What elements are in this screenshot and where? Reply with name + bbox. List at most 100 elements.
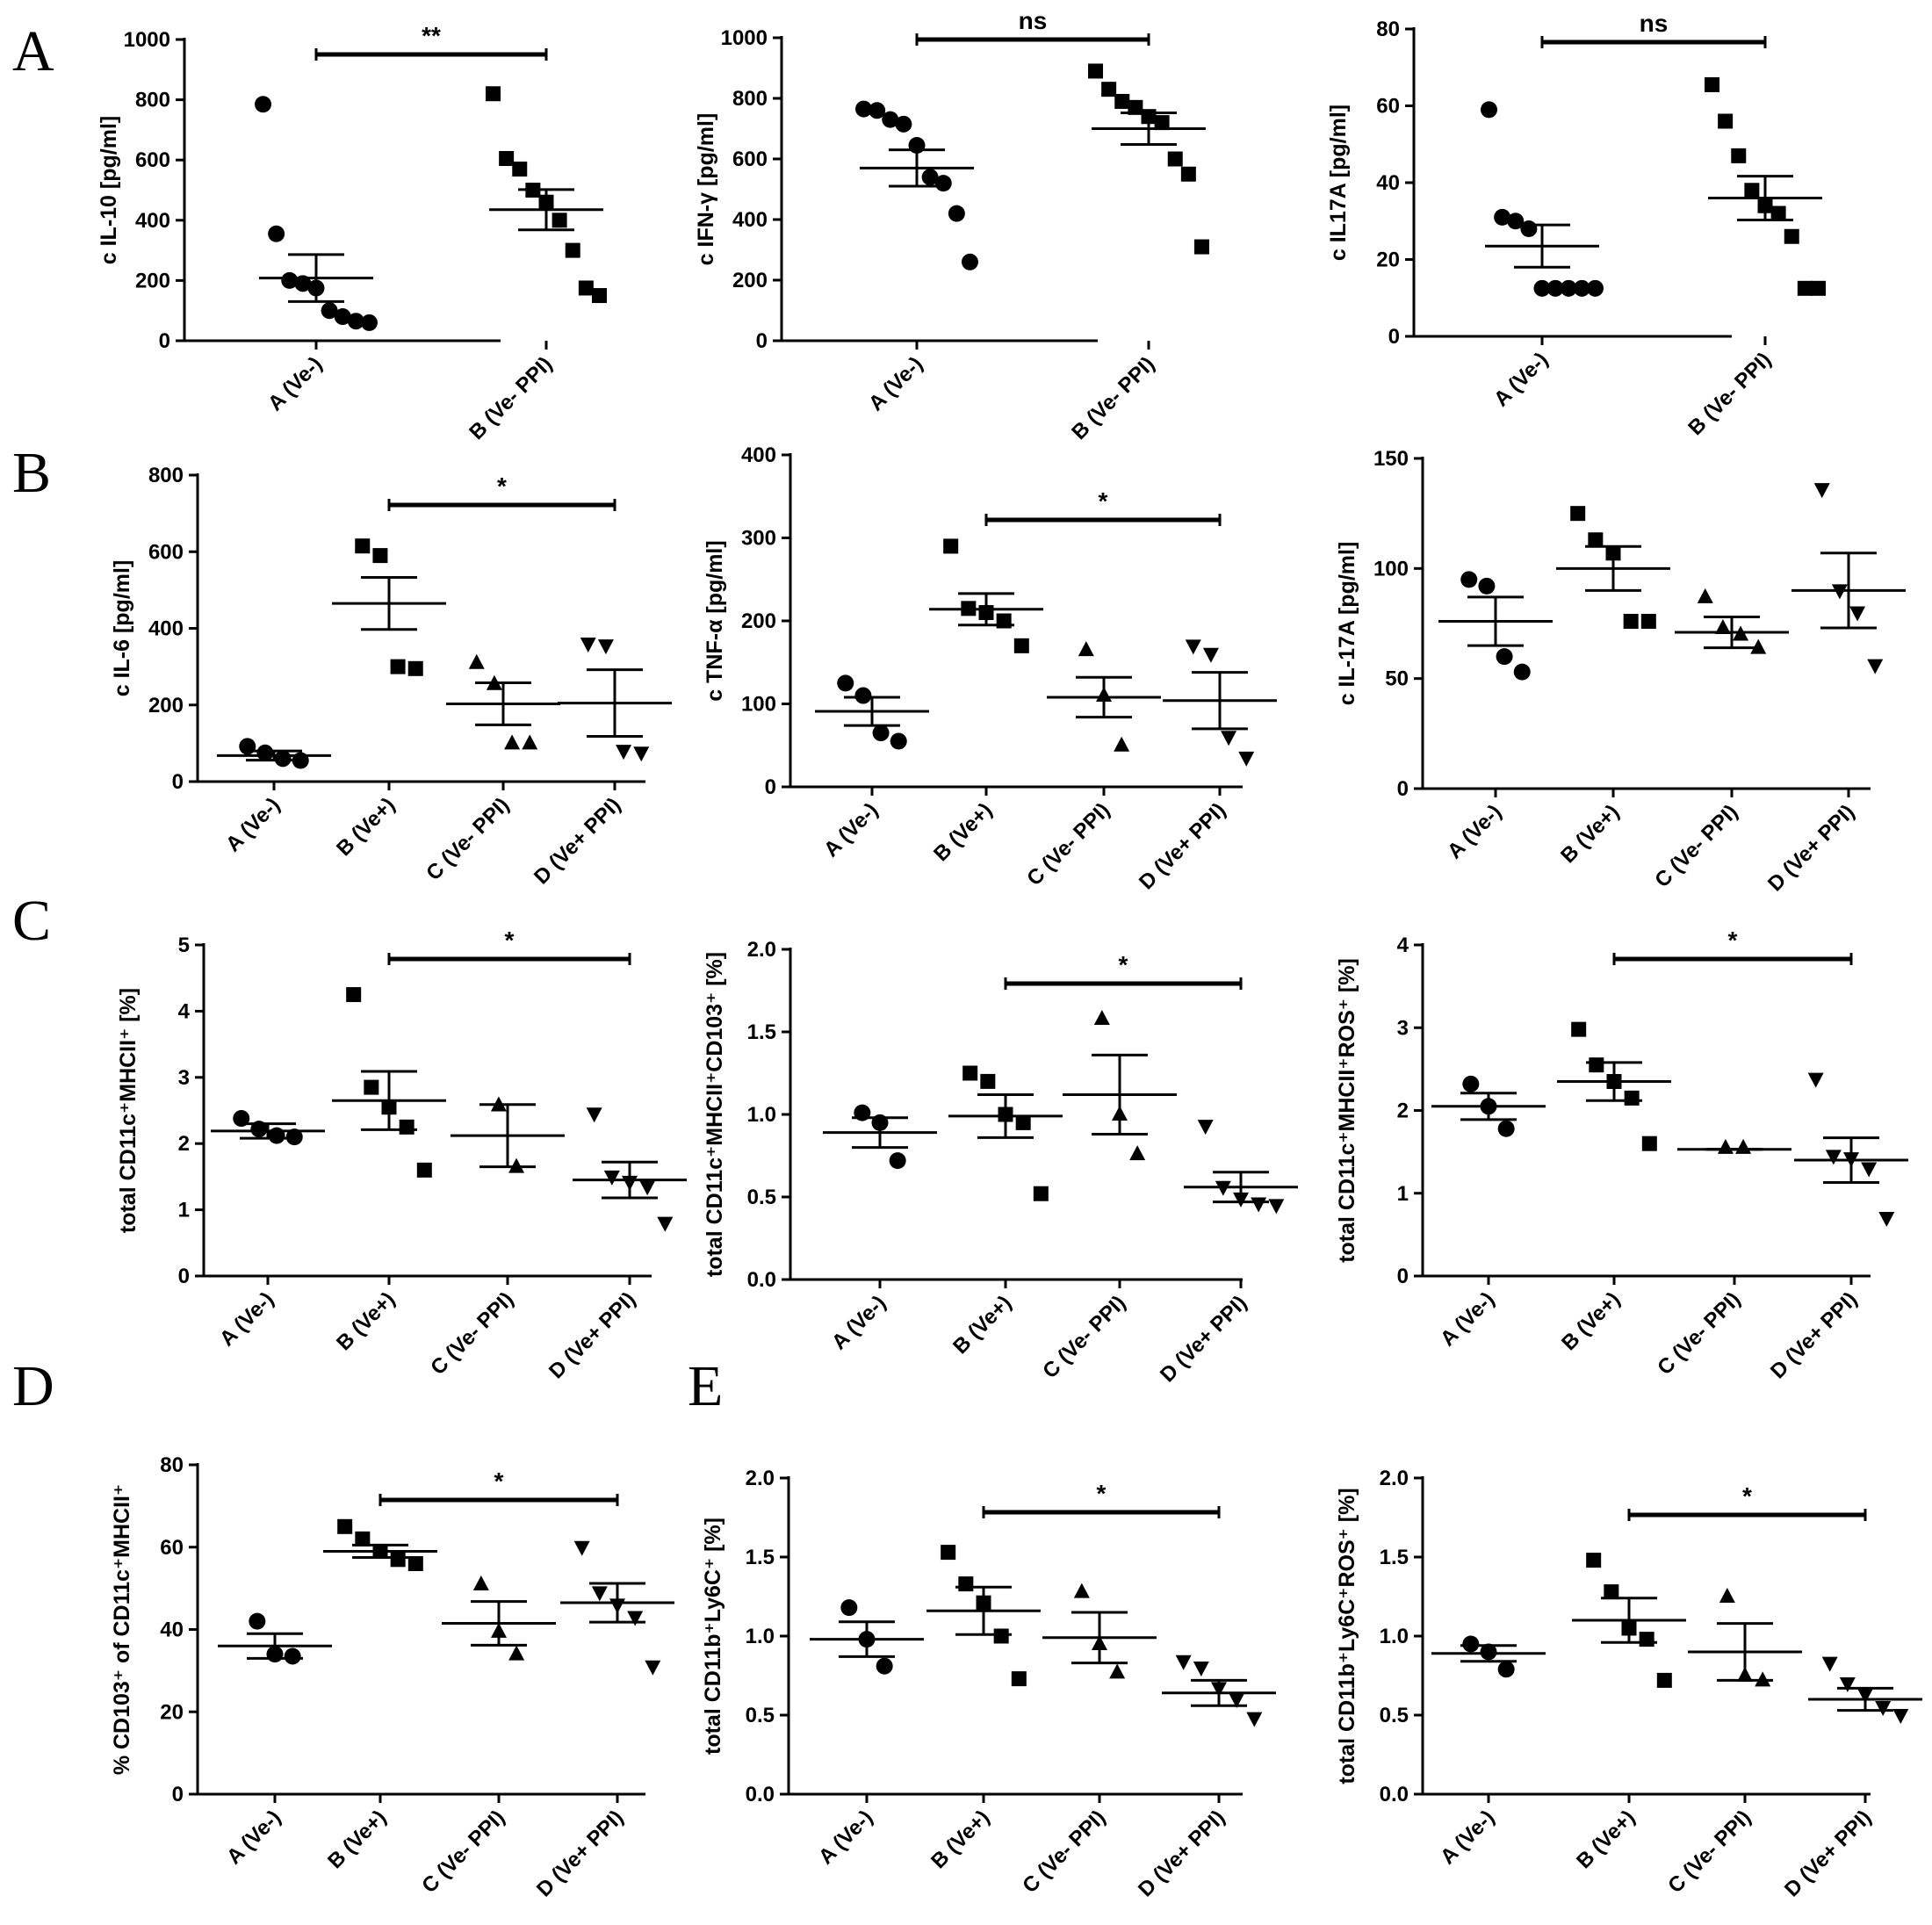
data-point-square bbox=[1180, 166, 1196, 182]
y-tick-label: 20 bbox=[1376, 249, 1400, 272]
x-tick-label: D (Ve+ PPI) bbox=[1763, 800, 1859, 896]
data-point-circle bbox=[1494, 208, 1511, 226]
data-point-circle bbox=[274, 750, 292, 768]
y-axis-label: c TNF-α [pg/ml] bbox=[703, 540, 727, 701]
data-point-square bbox=[578, 280, 594, 296]
chart-7: 0 1 2 3 4 5 total CD11c⁺MHCII⁺ [%] A (Ve-) B (Ve… bbox=[116, 926, 687, 1383]
x-tick-label: D (Ve+ PPI) bbox=[530, 793, 625, 889]
y-tick-label: 50 bbox=[1385, 667, 1409, 691]
y-tick-label: 0.0 bbox=[747, 1268, 776, 1292]
x-tick-label: B (Ve- PPI) bbox=[1067, 352, 1159, 444]
y-tick-label: 80 bbox=[1376, 18, 1400, 41]
x-tick-label: A (Ve-) bbox=[819, 798, 883, 862]
data-point-square bbox=[1154, 115, 1170, 131]
data-point-triangle-down bbox=[603, 1170, 620, 1186]
x-tick-label: D (Ve+ PPI) bbox=[544, 1287, 640, 1383]
x-tick-label: A (Ve-) bbox=[864, 352, 927, 415]
data-point-triangle-down bbox=[1185, 639, 1201, 655]
data-point-square bbox=[390, 1552, 406, 1568]
y-tick-label: 20 bbox=[160, 1700, 184, 1724]
x-tick-label: D (Ve+ PPI) bbox=[1766, 1287, 1862, 1383]
x-tick-label: D (Ve+ PPI) bbox=[532, 1806, 628, 1901]
significance-label: * bbox=[1097, 1480, 1107, 1507]
data-point-triangle-up bbox=[1078, 641, 1094, 657]
y-tick-label: 0.5 bbox=[746, 1704, 775, 1727]
data-point-square bbox=[958, 1576, 974, 1592]
y-tick-label: 1.0 bbox=[1380, 1625, 1409, 1648]
data-point-square bbox=[1641, 1136, 1657, 1151]
data-point-triangle-down bbox=[1238, 751, 1255, 767]
x-tick-label: C (Ve- PPI) bbox=[1650, 800, 1742, 892]
y-tick-label: 1.5 bbox=[1380, 1546, 1409, 1569]
x-tick-label: A (Ve-) bbox=[827, 1291, 890, 1354]
data-point-circle bbox=[1546, 279, 1564, 297]
y-tick-label: 1.0 bbox=[746, 1625, 775, 1648]
data-point-circle bbox=[961, 253, 978, 270]
data-point-square bbox=[364, 1079, 379, 1095]
data-point-square bbox=[1770, 205, 1786, 221]
y-axis-label: c IL17A [pg/ml] bbox=[1326, 105, 1351, 261]
data-point-square bbox=[591, 288, 607, 304]
y-tick-label: 3 bbox=[1397, 1016, 1409, 1040]
y-axis-label: total CD11b⁺Ly6C⁺ [%] bbox=[701, 1518, 725, 1755]
y-tick-label: 5 bbox=[178, 934, 190, 957]
y-tick-label: 60 bbox=[160, 1536, 184, 1560]
y-tick-label: 60 bbox=[1376, 95, 1400, 119]
data-point-triangle-down bbox=[1246, 1712, 1263, 1727]
y-tick-label: 2 bbox=[1397, 1099, 1409, 1123]
x-tick-label: B (Ve- PPI) bbox=[1683, 348, 1776, 440]
data-point-triangle-down bbox=[645, 1660, 661, 1676]
data-point-circle bbox=[249, 1612, 266, 1630]
y-tick-label: 0 bbox=[1397, 1265, 1409, 1288]
data-point-square bbox=[407, 660, 423, 676]
data-point-square bbox=[993, 1628, 1009, 1644]
x-tick-label: C (Ve- PPI) bbox=[1038, 1291, 1130, 1383]
data-point-circle bbox=[872, 725, 890, 742]
data-point-square bbox=[512, 161, 528, 177]
data-point-square bbox=[1011, 1671, 1027, 1687]
data-point-circle bbox=[268, 225, 285, 242]
data-point-circle bbox=[1462, 1075, 1480, 1092]
data-point-triangle-down bbox=[580, 637, 596, 652]
data-point-square bbox=[1128, 99, 1143, 115]
data-point-square bbox=[1088, 63, 1104, 79]
y-tick-label: 200 bbox=[732, 269, 768, 292]
x-tick-label: B (Ve- PPI) bbox=[465, 352, 557, 444]
y-axis-label: total CD11c⁺MHCII⁺CD103⁺ [%] bbox=[703, 952, 727, 1277]
data-point-square bbox=[1810, 280, 1826, 296]
y-tick-label: 100 bbox=[741, 693, 776, 717]
y-tick-label: 200 bbox=[148, 694, 184, 717]
data-point-square bbox=[1101, 82, 1117, 97]
data-point-square bbox=[1639, 1632, 1654, 1647]
data-point-triangle-up bbox=[1093, 1009, 1110, 1025]
data-point-square bbox=[941, 1545, 956, 1561]
data-point-circle bbox=[1462, 1635, 1480, 1653]
data-point-triangle-down bbox=[1878, 1212, 1895, 1228]
x-tick-label: A (Ve-) bbox=[1436, 1287, 1499, 1351]
significance-label: * bbox=[1742, 1482, 1752, 1510]
data-point-square bbox=[943, 538, 959, 554]
data-point-triangle-down bbox=[1175, 1655, 1192, 1670]
data-point-square bbox=[337, 1518, 353, 1534]
significance-label: * bbox=[497, 472, 507, 500]
data-point-triangle-down bbox=[633, 746, 650, 762]
data-point-square bbox=[1797, 280, 1813, 296]
data-point-triangle-down bbox=[1193, 1662, 1209, 1676]
data-point-square bbox=[399, 1119, 415, 1135]
data-point-triangle-up bbox=[1697, 588, 1713, 603]
y-tick-label: 2.0 bbox=[746, 1467, 775, 1490]
data-point-triangle-down bbox=[1875, 1701, 1892, 1716]
significance-label: ns bbox=[1019, 7, 1048, 34]
data-point-square bbox=[1640, 613, 1656, 629]
data-point-circle bbox=[889, 1152, 906, 1170]
data-point-triangle-down bbox=[1861, 1162, 1878, 1178]
y-tick-label: 0 bbox=[172, 770, 184, 794]
data-point-circle bbox=[837, 674, 854, 692]
data-point-square bbox=[1571, 1021, 1587, 1037]
x-tick-label: D (Ve+ PPI) bbox=[1780, 1806, 1876, 1901]
x-tick-label: B (Ve+) bbox=[323, 1806, 391, 1873]
data-point-circle bbox=[285, 1128, 303, 1146]
chart-9: 0 1 2 3 4 total CD11c⁺MHCII⁺ROS⁺ [%] A (Ve-) B … bbox=[1335, 926, 1908, 1383]
data-point-square bbox=[346, 987, 362, 1003]
y-tick-label: 0 bbox=[765, 775, 776, 799]
